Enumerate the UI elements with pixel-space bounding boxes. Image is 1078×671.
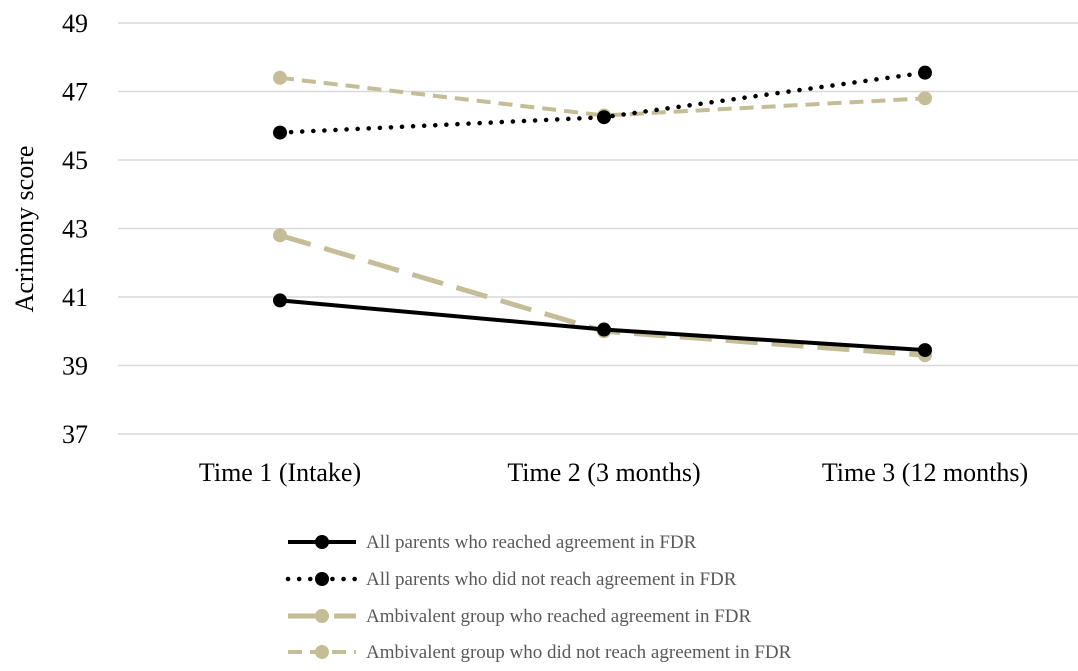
- data-point: [597, 322, 611, 337]
- series-2: [273, 228, 932, 363]
- legend-label: Ambivalent group who reached agreement i…: [366, 606, 751, 627]
- data-point: [597, 110, 611, 125]
- legend-marker: [315, 535, 329, 549]
- y-tick-label: 43: [62, 215, 88, 244]
- data-point: [273, 228, 287, 243]
- series-line: [279, 75, 926, 118]
- legend-label: All parents who did not reach agreement …: [366, 569, 737, 590]
- y-tick-label: 39: [62, 352, 88, 381]
- y-axis-label: Acrimony score: [10, 146, 39, 313]
- x-tick-label: Time 2 (3 months): [507, 458, 700, 487]
- legend: All parents who reached agreement in FDR…: [285, 532, 792, 663]
- data-point: [273, 70, 287, 85]
- legend-marker: [315, 572, 329, 586]
- x-tick-label: Time 1 (Intake): [199, 458, 361, 487]
- legend-label: All parents who reached agreement in FDR: [366, 532, 697, 553]
- y-tick-label: 37: [62, 420, 88, 449]
- series-1: [273, 65, 932, 140]
- x-tick-label: Time 3 (12 months): [822, 458, 1028, 487]
- series-0: [273, 293, 932, 358]
- series-lines: [273, 65, 932, 363]
- y-tick-label: 49: [62, 9, 88, 38]
- legend-marker: [315, 609, 329, 623]
- legend-item: All parents who did not reach agreement …: [285, 569, 737, 590]
- data-point: [918, 343, 932, 358]
- y-axis-ticks: 49 47 45 43 41 39 37: [62, 9, 88, 449]
- legend-label: Ambivalent group who did not reach agree…: [366, 642, 792, 663]
- x-axis-ticks: Time 1 (Intake) Time 2 (3 months) Time 3 (…: [199, 458, 1028, 487]
- legend-item: Ambivalent group who reached agreement i…: [288, 606, 751, 627]
- gridlines: [118, 22, 1078, 435]
- legend-item: All parents who reached agreement in FDR: [288, 532, 697, 553]
- data-point: [273, 125, 287, 140]
- y-tick-label: 47: [62, 78, 88, 107]
- data-point: [273, 293, 287, 308]
- y-tick-label: 41: [62, 283, 88, 312]
- data-point: [918, 91, 932, 106]
- data-point: [918, 65, 932, 80]
- legend-marker: [315, 645, 329, 659]
- legend-item: Ambivalent group who did not reach agree…: [288, 642, 792, 663]
- y-tick-label: 45: [62, 146, 88, 175]
